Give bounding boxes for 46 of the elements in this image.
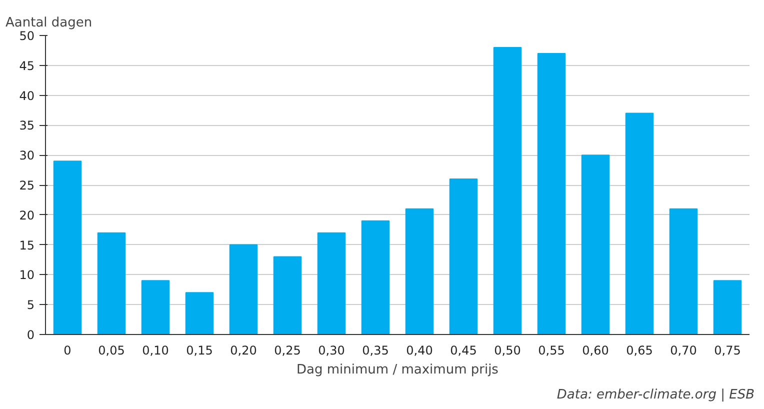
x-tick-label: 0 bbox=[64, 344, 72, 358]
y-tick-label: 25 bbox=[19, 178, 35, 192]
bar bbox=[361, 220, 390, 334]
y-tick-label: 5 bbox=[26, 298, 35, 312]
bar bbox=[97, 232, 126, 334]
x-tick-label: 0,30 bbox=[318, 344, 345, 358]
x-tick-label: 0,20 bbox=[230, 344, 257, 358]
x-tick-label: 0,65 bbox=[626, 344, 653, 358]
bar bbox=[405, 208, 434, 334]
y-tick-label: 10 bbox=[19, 268, 35, 282]
text: Data: ember-climate.org | ESB bbox=[556, 388, 755, 402]
y-tick-label: 15 bbox=[19, 238, 35, 252]
bar bbox=[625, 112, 654, 334]
x-axis-title: Dag minimum / maximum prijs bbox=[296, 362, 499, 378]
bar bbox=[317, 232, 346, 334]
y-tick-label: 35 bbox=[19, 118, 35, 133]
x-tick-label: 0,55 bbox=[538, 344, 565, 358]
bar bbox=[713, 280, 742, 334]
bar bbox=[229, 244, 258, 334]
bar bbox=[141, 280, 170, 334]
bar bbox=[449, 178, 478, 334]
bar bbox=[273, 256, 302, 334]
bar bbox=[537, 52, 566, 334]
y-axis-title: Aantal dagen bbox=[6, 16, 92, 30]
x-tick-label: 0,15 bbox=[186, 344, 213, 358]
x-tick-label: 0,50 bbox=[494, 344, 521, 358]
x-tick-label: 0,10 bbox=[142, 344, 169, 358]
bar bbox=[493, 46, 522, 334]
bar bbox=[669, 208, 698, 334]
y-tick-label: 20 bbox=[19, 208, 35, 222]
x-tick-label: 0,60 bbox=[582, 344, 609, 358]
x-tick-label: 0,35 bbox=[362, 344, 389, 358]
y-tick-label: 0 bbox=[26, 328, 35, 342]
x-tick-label: 0,70 bbox=[670, 344, 697, 358]
x-tick-label: 0,45 bbox=[450, 344, 477, 358]
y-tick-label: 45 bbox=[19, 58, 35, 73]
y-tick-label: 30 bbox=[19, 148, 35, 163]
x-tick-label: 0,25 bbox=[274, 344, 301, 358]
y-tick-label: 40 bbox=[19, 88, 35, 103]
x-tick-label: 0,75 bbox=[714, 344, 741, 358]
bar bbox=[185, 292, 214, 334]
x-tick-label: 0,40 bbox=[406, 344, 433, 358]
x-tick-label: 0,05 bbox=[98, 344, 125, 358]
bar bbox=[581, 154, 610, 334]
bar bbox=[53, 160, 82, 334]
y-tick-label: 50 bbox=[19, 29, 35, 43]
